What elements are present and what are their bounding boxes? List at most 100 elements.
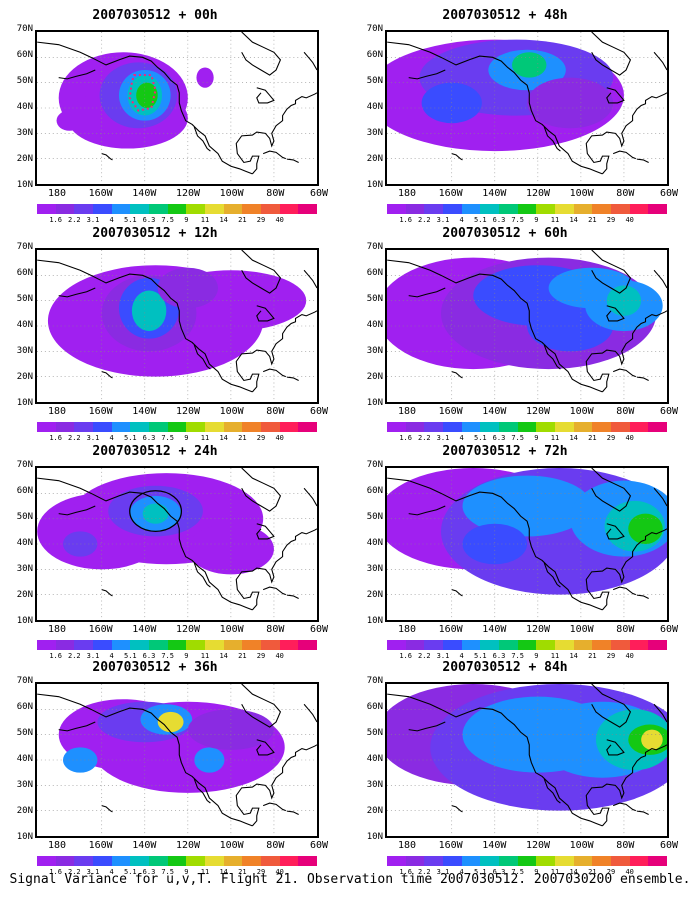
colorbar-tick-label: 1.6 <box>49 652 62 660</box>
colorbar-tick-label: 9 <box>184 868 189 876</box>
colorbar-swatch <box>648 204 668 214</box>
colorbar-tick-label: 11 <box>550 434 560 442</box>
colorbar-tick-label: 7.5 <box>161 868 174 876</box>
y-tick-label: 70N <box>16 460 33 470</box>
x-tick-label: 120W <box>525 406 551 417</box>
colorbar-tick-label: 14 <box>219 434 228 442</box>
colorbar-swatch <box>424 640 444 650</box>
colorbar-swatch <box>223 856 243 866</box>
colorbar-swatch <box>629 204 649 214</box>
coastline <box>37 259 253 393</box>
coastline <box>387 41 603 175</box>
colorbar-tick-label: 4 <box>109 868 114 876</box>
colorbar <box>37 422 318 432</box>
colorbar-swatch <box>536 422 556 432</box>
coastline <box>612 802 636 812</box>
x-tick-label: 100W <box>569 188 594 199</box>
x-tick-label: 180 <box>397 188 417 199</box>
colorbar-swatch <box>223 422 243 432</box>
colorbar-swatch <box>93 204 112 214</box>
coastline <box>585 92 667 175</box>
colorbar-tick-label: 6.3 <box>142 652 156 660</box>
colorbar-tick-label: 5.1 <box>124 652 137 660</box>
colorbar-swatch <box>130 422 150 432</box>
colorbar-swatch <box>242 204 262 214</box>
colorbar <box>387 204 668 214</box>
colorbar-tick-label: 21 <box>588 652 597 660</box>
colorbar-swatch <box>648 856 668 866</box>
panel-title: 2007030512 + 48h <box>442 8 568 23</box>
x-tick-label: 80W <box>616 840 635 851</box>
panel-title: 2007030512 + 72h <box>442 444 568 459</box>
coastline <box>591 468 632 512</box>
colorbar-tick-label: 6.3 <box>142 868 156 876</box>
colorbar-tick-label: 6.3 <box>492 216 506 224</box>
x-tick-label: 120W <box>525 624 551 635</box>
variance-contour <box>628 513 663 544</box>
coastline <box>653 703 667 723</box>
colorbar-swatch <box>499 204 518 214</box>
coastline <box>612 586 636 596</box>
map-panel: 2007030512 + 12h 70N 60N 50N 40N 30N 20N 10N 180… <box>5 226 328 444</box>
coastline <box>585 310 667 393</box>
colorbar-tick-label: 2.2 <box>418 216 431 224</box>
map-panel: 2007030512 + 72h 70N 60N 50N 40N 30N 20N 10N 180… <box>355 444 678 662</box>
y-tick-label: 70N <box>16 242 33 252</box>
colorbar-tick-label: 9 <box>184 216 189 224</box>
colorbar-swatch <box>130 204 150 214</box>
colorbar-swatch <box>205 856 224 866</box>
map-panel: 2007030512 + 48h 70N 60N 50N 40N 30N 20N 10N 180… <box>355 8 678 226</box>
colorbar-tick-label: 29 <box>606 652 616 660</box>
coastline <box>451 153 463 161</box>
colorbar-swatch <box>186 422 206 432</box>
colorbar-tick-label: 4 <box>459 652 464 660</box>
colorbar-tick-label: 11 <box>550 652 560 660</box>
coastline <box>451 805 463 813</box>
coastline <box>193 562 211 588</box>
coastline <box>256 305 275 322</box>
x-tick-label: 160W <box>88 840 113 851</box>
y-tick-label: 50N <box>16 512 33 522</box>
colorbar-swatch <box>149 204 168 214</box>
x-tick-label: 120W <box>175 840 201 851</box>
colorbar-tick-label: 40 <box>625 868 634 876</box>
colorbar-tick-label: 5.1 <box>124 216 137 224</box>
x-tick-label: 180 <box>47 840 67 851</box>
colorbar-swatch <box>555 204 574 214</box>
colorbar-swatch <box>405 640 425 650</box>
colorbar-labels: 1.6 2.2 3.1 4 5.1 6.3 7.5 9 11 14 21 29 40 <box>37 868 317 878</box>
colorbar-swatch <box>205 204 224 214</box>
colorbar-tick-label: 11 <box>200 868 210 876</box>
map-plot <box>35 30 319 186</box>
colorbar-swatch <box>279 422 299 432</box>
colorbar-swatch <box>424 856 444 866</box>
variance-contour <box>62 531 98 557</box>
coastline <box>606 739 625 756</box>
colorbar-swatch <box>424 204 444 214</box>
colorbar-tick-label: 3.1 <box>436 434 450 442</box>
coastline <box>606 87 625 104</box>
y-tick-label: 40N <box>366 754 383 764</box>
colorbar-tick-label: 2.2 <box>68 868 81 876</box>
colorbar-swatch <box>261 856 280 866</box>
coastline <box>58 287 96 298</box>
coastline <box>101 371 113 379</box>
colorbar-tick-label: 21 <box>588 434 597 442</box>
coastline <box>256 739 275 756</box>
colorbar-tick-label: 29 <box>606 216 616 224</box>
variance-map <box>387 468 667 620</box>
map-plot <box>35 466 319 622</box>
colorbar-swatch <box>573 640 593 650</box>
colorbar-tick-label: 29 <box>256 216 266 224</box>
x-tick-label: 60W <box>659 406 679 417</box>
variance-contour <box>187 523 274 575</box>
colorbar-swatch <box>443 640 462 650</box>
panel-title: 2007030512 + 36h <box>92 660 218 675</box>
x-tick-label: 60W <box>309 188 329 199</box>
coastline <box>286 376 299 381</box>
colorbar-tick-label: 5.1 <box>474 652 487 660</box>
colorbar-tick-label: 5.1 <box>474 868 487 876</box>
y-tick-label: 50N <box>16 728 33 738</box>
colorbar-swatch <box>205 422 224 432</box>
variance-map <box>37 250 317 402</box>
